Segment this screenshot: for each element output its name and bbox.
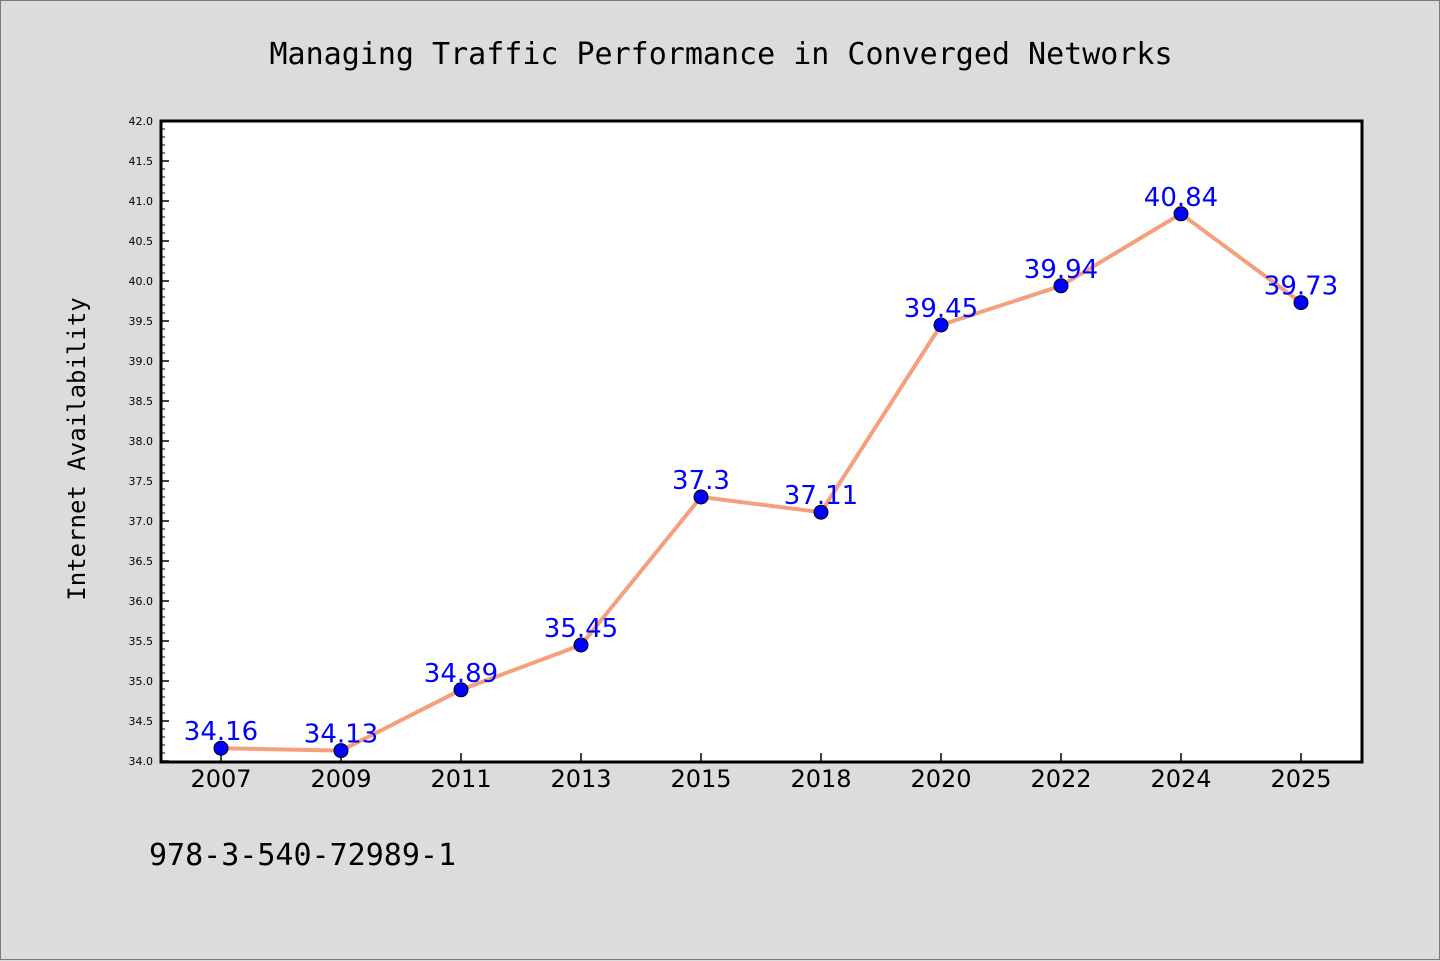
data-point	[693, 489, 709, 505]
x-tick-label: 2015	[670, 765, 731, 793]
y-tick-label: 35.5	[129, 635, 154, 648]
data-label: 39.45	[904, 294, 978, 324]
data-label: 40.84	[1144, 183, 1218, 213]
x-tick-label: 2024	[1150, 765, 1211, 793]
data-point	[453, 682, 469, 698]
y-axis-label: Internet Availability	[63, 297, 91, 600]
y-tick-label: 41.5	[129, 155, 154, 168]
data-point	[1053, 278, 1069, 294]
data-label: 37.11	[784, 481, 858, 511]
y-tick-label: 34.0	[129, 755, 154, 768]
y-tick-label: 36.5	[129, 555, 154, 568]
data-label: 39.94	[1024, 255, 1098, 285]
y-tick-label: 37.0	[129, 515, 154, 528]
y-tick-label: 40.5	[129, 235, 154, 248]
data-label: 35.45	[544, 614, 618, 644]
x-tick-label: 2009	[310, 765, 371, 793]
y-tick-label: 37.5	[129, 475, 154, 488]
x-tick-label: 2020	[910, 765, 971, 793]
series: 34.16 34.13 34.89 35.45 37.3 37.11 39.45 39.94 4…	[184, 183, 1338, 759]
x-tick-label: 2022	[1030, 765, 1091, 793]
data-label: 34.13	[304, 720, 378, 750]
data-label: 37.3	[672, 466, 730, 496]
data-point	[333, 743, 349, 759]
y-tick-label: 34.5	[129, 715, 154, 728]
y-tick-label: 38.0	[129, 435, 154, 448]
y-tick-label: 38.5	[129, 395, 154, 408]
data-point	[1173, 206, 1189, 222]
footer-code: 978-3-540-72989-1	[149, 838, 456, 873]
y-tick-label: 40.0	[129, 275, 154, 288]
data-label: 39.73	[1264, 272, 1338, 302]
y-tick-label: 36.0	[129, 595, 154, 608]
x-tick-label: 2013	[550, 765, 611, 793]
data-point	[1293, 295, 1309, 311]
series-line	[219, 211, 1303, 753]
y-tick-label: 42.0	[129, 115, 154, 128]
data-point	[573, 637, 589, 653]
y-axis: 34.0 34.5 35.0 35.5 36.0 36.5 37.0 37.5 38.0 38.5…	[129, 115, 169, 768]
data-point	[933, 317, 949, 333]
plot-area	[159, 119, 1364, 764]
x-tick-label: 2025	[1270, 765, 1331, 793]
data-point	[213, 740, 229, 756]
x-tick-label: 2011	[430, 765, 491, 793]
x-tick-label: 2007	[190, 765, 251, 793]
y-tick-label: 39.0	[129, 355, 154, 368]
data-point	[813, 504, 829, 520]
chart-title: Managing Traffic Performance in Converge…	[269, 37, 1172, 72]
x-tick-label: 2018	[790, 765, 851, 793]
data-label: 34.16	[184, 717, 258, 747]
data-label: 34.89	[424, 659, 498, 689]
y-tick-label: 41.0	[129, 195, 154, 208]
x-axis: 2007 2009 2011 2013 2015 2018 2020 2022 2024 2025	[190, 753, 1332, 793]
y-tick-label: 39.5	[129, 315, 154, 328]
y-tick-label: 35.0	[129, 675, 154, 688]
